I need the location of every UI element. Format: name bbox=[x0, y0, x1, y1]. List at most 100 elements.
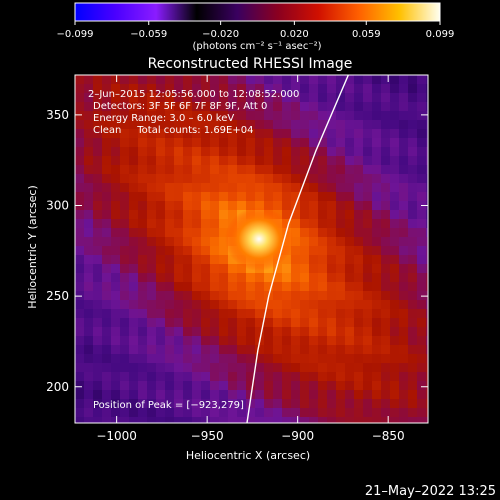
heatmap-cell bbox=[75, 300, 84, 309]
heatmap-cell bbox=[363, 192, 372, 201]
heatmap-cell bbox=[210, 300, 219, 309]
heatmap-cell bbox=[264, 381, 273, 390]
heatmap-cell bbox=[336, 417, 345, 423]
heatmap-cell bbox=[183, 318, 192, 327]
heatmap-cell bbox=[291, 300, 300, 309]
heatmap-cell bbox=[363, 300, 372, 309]
heatmap-cell bbox=[201, 318, 210, 327]
heatmap-cell bbox=[390, 381, 399, 390]
heatmap-cell bbox=[93, 201, 102, 210]
heatmap-cell bbox=[363, 408, 372, 417]
heatmap-cell bbox=[120, 219, 129, 228]
heatmap-cell bbox=[273, 372, 282, 381]
heatmap-cell bbox=[201, 372, 210, 381]
heatmap-cell bbox=[219, 345, 228, 354]
heatmap-cell bbox=[219, 165, 228, 174]
heatmap-cell bbox=[192, 111, 201, 120]
heatmap-cell bbox=[264, 390, 273, 399]
heatmap-cell bbox=[138, 210, 147, 219]
heatmap-cell bbox=[399, 75, 408, 84]
heatmap-cell bbox=[363, 336, 372, 345]
heatmap-cell bbox=[165, 255, 174, 264]
heatmap-cell bbox=[336, 255, 345, 264]
heatmap-cell bbox=[327, 309, 336, 318]
heatmap-cell bbox=[381, 309, 390, 318]
heatmap-cell bbox=[192, 165, 201, 174]
heatmap-cell bbox=[354, 408, 363, 417]
heatmap-cell bbox=[120, 174, 129, 183]
heatmap-cell bbox=[156, 282, 165, 291]
heatmap-cell bbox=[183, 174, 192, 183]
heatmap-cell bbox=[363, 93, 372, 102]
heatmap-cell bbox=[138, 372, 147, 381]
heatmap-cell bbox=[327, 408, 336, 417]
heatmap-cell bbox=[129, 138, 138, 147]
heatmap-cell bbox=[417, 156, 426, 165]
heatmap-cell bbox=[255, 174, 264, 183]
heatmap-cell bbox=[417, 282, 426, 291]
heatmap-cell bbox=[417, 93, 426, 102]
heatmap-cell bbox=[381, 165, 390, 174]
heatmap-cell bbox=[345, 255, 354, 264]
heatmap-cell bbox=[183, 129, 192, 138]
heatmap-cell bbox=[318, 102, 327, 111]
heatmap-cell bbox=[300, 138, 309, 147]
heatmap-cell bbox=[363, 345, 372, 354]
heatmap-cell bbox=[237, 300, 246, 309]
heatmap-cell bbox=[426, 111, 428, 120]
heatmap-cell bbox=[408, 291, 417, 300]
heatmap-cell bbox=[183, 120, 192, 129]
colorbar-tick-label: −0.099 bbox=[56, 29, 93, 40]
heatmap-cell bbox=[156, 237, 165, 246]
heatmap-cell bbox=[291, 246, 300, 255]
heatmap-cell bbox=[363, 111, 372, 120]
heatmap-cell bbox=[84, 183, 93, 192]
heatmap-cell bbox=[120, 309, 129, 318]
heatmap-cell bbox=[192, 417, 201, 423]
heatmap-cell bbox=[327, 336, 336, 345]
heatmap-cell bbox=[174, 399, 183, 408]
heatmap-cell bbox=[129, 228, 138, 237]
heatmap-cell bbox=[354, 129, 363, 138]
heatmap-cell bbox=[291, 120, 300, 129]
heatmap-cell bbox=[246, 336, 255, 345]
heatmap-cell bbox=[165, 417, 174, 423]
heatmap-cell bbox=[84, 363, 93, 372]
heatmap-cell bbox=[309, 309, 318, 318]
heatmap-cell bbox=[102, 138, 111, 147]
heatmap-cell bbox=[390, 417, 399, 423]
heatmap-cell bbox=[417, 138, 426, 147]
heatmap-cell bbox=[381, 354, 390, 363]
heatmap-cell bbox=[201, 84, 210, 93]
heatmap-cell bbox=[183, 201, 192, 210]
heatmap-cell bbox=[111, 291, 120, 300]
heatmap-cell bbox=[291, 75, 300, 84]
heatmap-cell bbox=[102, 390, 111, 399]
heatmap-cell bbox=[282, 210, 291, 219]
heatmap-cell bbox=[255, 282, 264, 291]
heatmap-cell bbox=[300, 210, 309, 219]
heatmap-cell bbox=[291, 183, 300, 192]
heatmap-cell bbox=[390, 129, 399, 138]
heatmap-cell bbox=[399, 327, 408, 336]
heatmap-cell bbox=[120, 210, 129, 219]
heatmap-cell bbox=[219, 372, 228, 381]
heatmap-cell bbox=[408, 255, 417, 264]
heatmap-cell bbox=[111, 219, 120, 228]
heatmap-cell bbox=[336, 291, 345, 300]
heatmap-cell bbox=[408, 327, 417, 336]
heatmap-cell bbox=[165, 264, 174, 273]
heatmap-cell bbox=[138, 345, 147, 354]
heatmap-cell bbox=[426, 147, 428, 156]
heatmap-cell bbox=[111, 399, 120, 408]
heatmap-cell bbox=[264, 273, 273, 282]
heatmap-cell bbox=[354, 174, 363, 183]
heatmap-cell bbox=[201, 399, 210, 408]
heatmap-cell bbox=[417, 111, 426, 120]
heatmap-cell bbox=[120, 408, 129, 417]
heatmap-cell bbox=[300, 318, 309, 327]
heatmap-cell bbox=[300, 237, 309, 246]
heatmap-cell bbox=[201, 174, 210, 183]
heatmap-cell bbox=[228, 138, 237, 147]
